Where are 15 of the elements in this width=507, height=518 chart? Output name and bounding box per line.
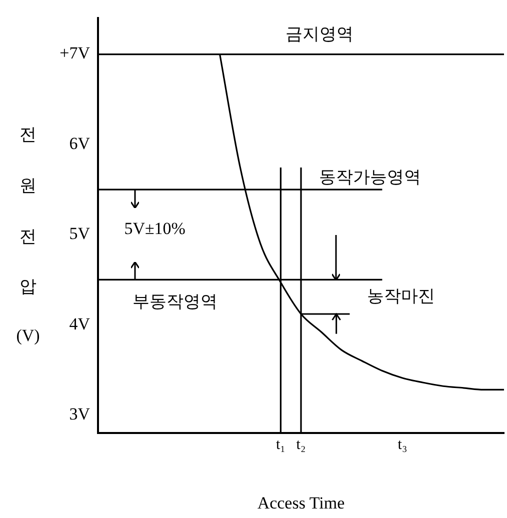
x-tick-label: t₃ [398,436,408,453]
text: 전 원 전 압 (V) [16,125,40,345]
x-tick-label: t₁ [276,436,286,453]
y-tick-label: 4V [69,314,91,334]
annotation: 동작가능영역 [319,167,422,186]
x-tick-label: t₂ [296,436,306,453]
y-tick-label: +7V [60,44,91,63]
x-axis-title: Access Time [257,493,345,512]
annotation: 부동작영역 [132,292,218,311]
y-tick-label: 6V [69,134,91,153]
annotation: 5V±10% [124,219,186,238]
annotation: 농작마진 [367,286,435,306]
y-tick-label: 3V [69,404,91,424]
y-tick-label: 5V [69,224,91,244]
annotation: 금지영역 [285,24,354,44]
